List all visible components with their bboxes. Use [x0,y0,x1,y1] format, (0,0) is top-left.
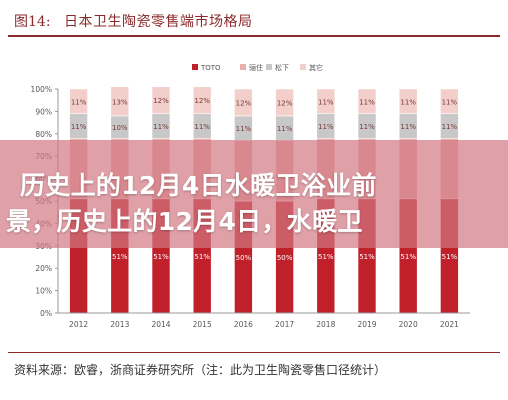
data-label-TOTO-2014: 51% [153,253,169,261]
data-label-TOTO-2016: 50% [236,254,252,262]
legend-label-3: 其它 [309,63,323,72]
legend-label-2: 松下 [275,63,289,72]
data-label-其它-2020: 11% [400,98,416,106]
data-label-其它-2018: 11% [318,98,334,106]
data-label-松下-2020: 11% [400,123,416,131]
bar-segment-其它-2015 [192,86,212,114]
x-tick-label: 2020 [399,320,418,329]
bar-segment-其它-2017 [275,88,294,117]
x-tick-label: 2016 [234,320,253,329]
data-label-松下-2018: 11% [318,123,334,131]
figure-header: 图14: 日本卫生陶瓷零售端市场格局 [0,0,508,40]
overlay-headline-line2: 景，历史上的12月4日，水暖卫 [6,207,363,236]
data-label-松下-2019: 11% [359,123,375,131]
legend-swatch-1 [240,64,246,70]
y-tick-label: 80% [35,130,52,139]
x-tick-label: 2019 [357,320,376,329]
x-tick-label: 2018 [316,320,335,329]
data-label-其它-2021: 11% [442,98,458,106]
header-divider [8,35,500,37]
y-tick-label: 20% [35,264,52,273]
y-tick-label: 100% [31,85,52,94]
y-tick-label: 0% [40,309,52,318]
chart-title: 日本卫生陶瓷零售端市场格局 [64,14,253,30]
bar-segment-其它-2014 [151,86,171,114]
bar-segment-其它-2019 [357,88,377,114]
data-label-TOTO-2021: 51% [442,253,458,261]
y-tick-label: 10% [35,287,52,296]
y-tick-label: 90% [35,107,52,116]
data-label-松下-2013: 10% [112,124,128,132]
bar-segment-其它-2013 [110,86,130,117]
x-tick-label: 2021 [440,320,459,329]
data-label-松下-2021: 11% [442,123,458,131]
data-label-松下-2015: 11% [194,123,210,131]
chart-legend: TOTO 骊住 松下 其它 [192,63,323,72]
legend-swatch-3 [300,64,306,70]
x-tick-label: 2014 [151,320,170,329]
data-label-其它-2019: 11% [359,98,375,106]
data-label-TOTO-2019: 51% [359,253,375,261]
data-label-TOTO-2018: 51% [318,253,334,261]
x-tick-label: 2012 [69,320,88,329]
legend-swatch-2 [266,64,272,70]
bar-segment-其它-2018 [316,88,336,114]
x-tick-label: 2015 [193,320,212,329]
legend-label-1: 骊住 [249,63,263,72]
data-label-松下-2016: 11% [236,125,252,133]
data-label-其它-2014: 12% [153,97,169,105]
data-label-其它-2017: 12% [277,99,293,107]
data-label-松下-2017: 11% [277,125,293,133]
legend-swatch-0 [192,64,198,70]
data-label-TOTO-2015: 51% [194,253,210,261]
data-label-TOTO-2013: 51% [112,253,128,261]
source-note: 资料来源：欧睿，浙商证券研究所（注：此为卫生陶瓷零售口径统计） [14,363,387,377]
figure-label: 图14: [14,14,51,30]
data-label-TOTO-2017: 50% [277,254,293,262]
overlay-headline-line1: 历史上的12月4日水暖卫浴业前 [20,171,377,200]
x-axis: 2012 2013 2014 2015 2016 2017 2018 2019 2020 2021 [58,312,470,329]
data-label-其它-2013: 13% [112,98,128,106]
footer-divider [8,352,500,353]
data-label-其它-2016: 12% [236,99,252,107]
data-label-其它-2015: 12% [194,97,210,105]
data-label-其它-2012: 11% [71,98,87,106]
data-label-松下-2012: 11% [71,123,87,131]
x-tick-label: 2013 [110,320,129,329]
bar-segment-其它-2012 [69,88,88,114]
x-tick-label: 2017 [275,320,294,329]
legend-label-0: TOTO [200,64,221,72]
bar-segment-其它-2021 [440,88,459,114]
bar-segment-其它-2020 [398,88,418,114]
data-label-松下-2014: 11% [153,123,169,131]
data-label-TOTO-2020: 51% [400,253,416,261]
bar-segment-其它-2016 [234,88,253,117]
overlay-banner [0,140,508,248]
